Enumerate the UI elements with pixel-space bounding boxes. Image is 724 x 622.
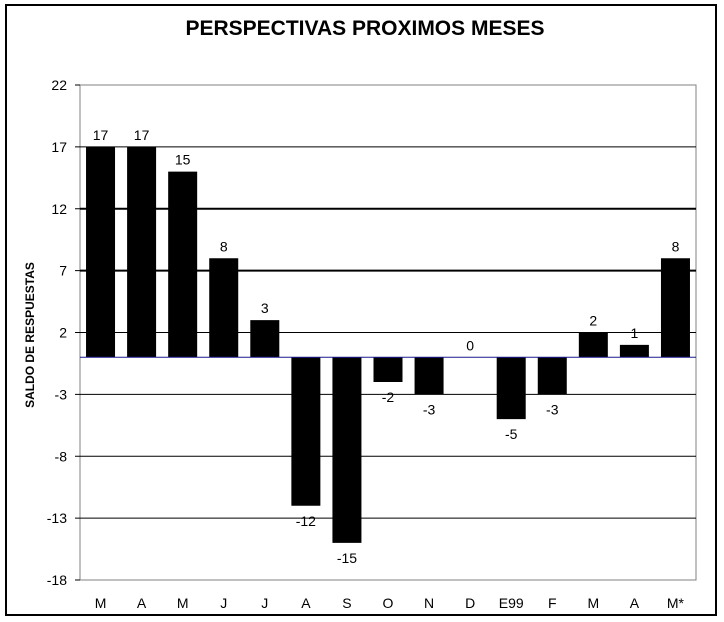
x-tick-label: O	[383, 595, 394, 611]
data-label: 17	[93, 127, 109, 143]
bar	[619, 344, 649, 358]
bar	[578, 332, 608, 358]
x-tick-label: A	[301, 595, 311, 611]
y-tick-label: 2	[59, 325, 67, 341]
data-label: 15	[175, 152, 191, 168]
data-label: 1	[631, 325, 639, 341]
x-tick-label: D	[465, 595, 475, 611]
x-tick-label: M	[95, 595, 107, 611]
data-label: -3	[546, 401, 559, 417]
data-label: 8	[220, 238, 228, 254]
x-tick-label: J	[261, 595, 268, 611]
y-tick-label: 17	[51, 139, 67, 155]
x-tick-label: A	[137, 595, 147, 611]
y-axis-label: SALDO DE RESPUESTAS	[23, 262, 37, 408]
data-label: 3	[261, 300, 269, 316]
data-label: -5	[505, 426, 518, 442]
bar	[250, 320, 280, 358]
bar	[414, 357, 444, 395]
data-label: -15	[337, 550, 357, 566]
bar	[496, 357, 526, 420]
x-tick-label: M	[177, 595, 189, 611]
bar	[291, 357, 321, 506]
bar	[332, 357, 362, 543]
bar	[537, 357, 567, 395]
y-tick-label: -3	[55, 386, 68, 402]
y-tick-label: 7	[59, 263, 67, 279]
x-tick-label: E99	[499, 595, 524, 611]
data-label: 0	[466, 337, 474, 353]
data-label: 2	[589, 313, 597, 329]
x-tick-label: F	[548, 595, 557, 611]
y-tick-label: 22	[51, 77, 67, 93]
x-tick-label: M*	[667, 595, 685, 611]
bar	[373, 357, 403, 382]
bar	[660, 258, 690, 358]
x-tick-label: S	[342, 595, 351, 611]
y-tick-label: -8	[55, 448, 68, 464]
x-tick-label: A	[630, 595, 640, 611]
x-tick-label: N	[424, 595, 434, 611]
y-tick-label: -13	[47, 510, 67, 526]
bar	[209, 258, 239, 358]
bar	[127, 146, 157, 358]
y-tick-label: 12	[51, 201, 67, 217]
data-label: -3	[423, 401, 436, 417]
bar	[168, 171, 198, 358]
data-label: 8	[672, 238, 680, 254]
y-tick-label: -18	[47, 572, 67, 588]
data-label: -2	[382, 389, 395, 405]
chart-title: PERSPECTIVAS PROXIMOS MESES	[185, 17, 544, 40]
x-tick-label: J	[220, 595, 227, 611]
bar	[86, 146, 116, 358]
x-tick-label: M	[587, 595, 599, 611]
data-label: -12	[296, 513, 316, 529]
data-label: 17	[134, 127, 150, 143]
plot-area: 22171272-3-8-13-1817M17A15M8J3J-12A-15S-…	[47, 77, 697, 611]
